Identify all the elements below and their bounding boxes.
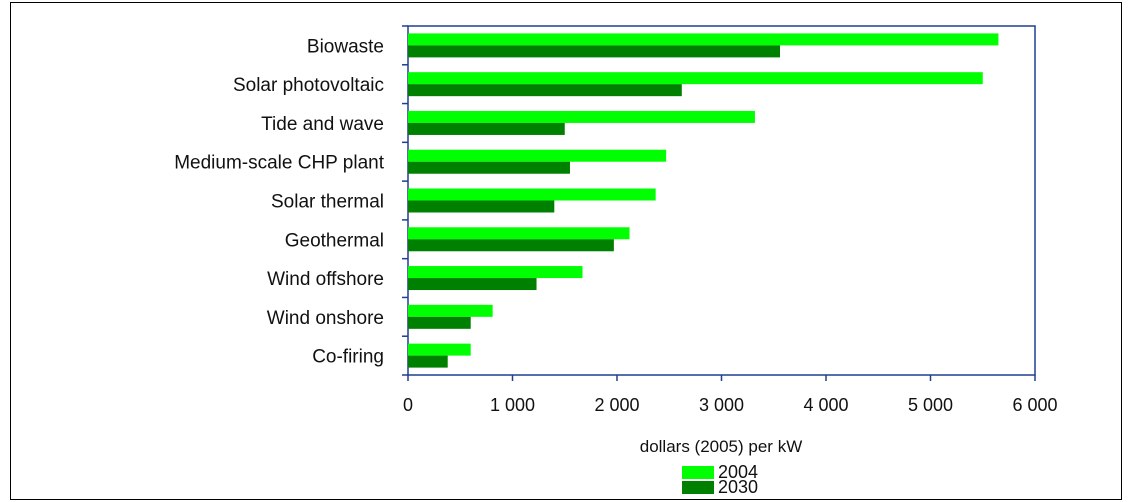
x-tick-label: 6 000 xyxy=(1012,395,1057,415)
bar-2030-wind-offshore xyxy=(408,278,537,291)
bar-2030-medium-scale-chp-plant xyxy=(408,161,570,174)
bar-2030-solar-thermal xyxy=(408,200,555,213)
bar-2004-geothermal xyxy=(408,227,630,240)
category-label: Medium-scale CHP plant xyxy=(174,153,385,174)
bar-2004-wind-offshore xyxy=(408,266,583,279)
bar-2004-tide-and-wave xyxy=(408,110,755,123)
bar-2030-biowaste xyxy=(408,45,781,58)
category-label: Solar thermal xyxy=(271,192,384,213)
category-label: Wind offshore xyxy=(267,269,384,290)
x-tick-label: 3 000 xyxy=(699,395,744,415)
bar-2004-wind-onshore xyxy=(408,304,493,317)
bar-2030-wind-onshore xyxy=(408,316,471,329)
x-tick-label: 1 000 xyxy=(490,395,535,415)
bar-2030-geothermal xyxy=(408,239,614,252)
category-label: Biowaste xyxy=(307,36,384,57)
bar-2004-solar-photovoltaic xyxy=(408,72,983,85)
bar-2030-solar-photovoltaic xyxy=(408,84,682,97)
category-label: Tide and wave xyxy=(261,114,384,135)
bar-2030-tide-and-wave xyxy=(408,122,565,135)
figure-frame xyxy=(10,2,1122,500)
x-tick-label: 4 000 xyxy=(803,395,848,415)
bar-2004-biowaste xyxy=(408,33,999,46)
x-tick-label: 0 xyxy=(403,395,413,415)
bar-2004-co-firing xyxy=(408,343,471,356)
x-tick-label: 5 000 xyxy=(908,395,953,415)
category-label: Wind onshore xyxy=(267,308,384,329)
x-axis-title: dollars (2005) per kW xyxy=(640,437,803,456)
category-label: Geothermal xyxy=(285,230,384,251)
legend-label-2030: 2030 xyxy=(718,477,758,497)
x-tick-label: 2 000 xyxy=(594,395,639,415)
legend-swatch-2004 xyxy=(682,466,714,479)
category-label: Solar photovoltaic xyxy=(233,75,384,96)
bar-2030-co-firing xyxy=(408,355,448,368)
bar-2004-medium-scale-chp-plant xyxy=(408,149,667,162)
legend-swatch-2030 xyxy=(682,481,714,494)
category-label: Co-firing xyxy=(312,347,384,368)
legend-label-2004: 2004 xyxy=(718,462,758,482)
bar-2004-solar-thermal xyxy=(408,188,656,201)
